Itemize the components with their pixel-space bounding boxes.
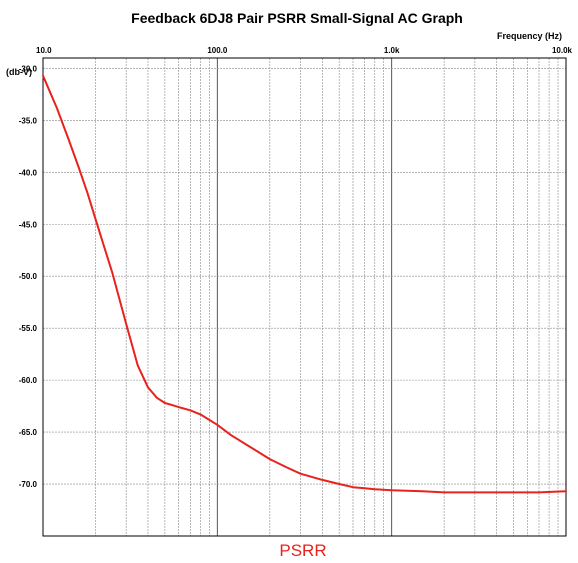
y-tick-label: -65.0 [19, 428, 38, 437]
x-tick-labels: 10.0 100.0 1.0k 10.0k [36, 46, 573, 55]
y-axis-label: (db-V) [6, 67, 32, 77]
series-layer [42, 74, 567, 494]
y-tick-label: -35.0 [19, 116, 38, 125]
series-label-psrr: PSRR [279, 541, 326, 560]
y-tick-label: -55.0 [19, 324, 38, 333]
y-tick-label: -45.0 [19, 220, 38, 229]
x-axis-label: Frequency (Hz) [497, 31, 562, 41]
y-tick-label: -30.0 [19, 64, 38, 73]
x-tick-label: 10.0 [36, 46, 52, 55]
y-tick-label: -50.0 [19, 272, 38, 281]
plot-frame [42, 57, 567, 537]
y-tick-label: -60.0 [19, 376, 38, 385]
chart-title: Feedback 6DJ8 Pair PSRR Small-Signal AC … [131, 10, 463, 26]
x-tick-label: 1.0k [384, 46, 400, 55]
series-line-psrr [42, 74, 567, 494]
y-tick-label: -70.0 [19, 480, 38, 489]
x-tick-label: 100.0 [207, 46, 228, 55]
x-tick-label: 10.0k [552, 46, 573, 55]
grid [43, 58, 566, 536]
y-tick-label: -40.0 [19, 168, 38, 177]
y-tick-labels: -30.0 -35.0 -40.0 -45.0 -50.0 -55.0 -60.0 -65.0… [19, 64, 38, 489]
